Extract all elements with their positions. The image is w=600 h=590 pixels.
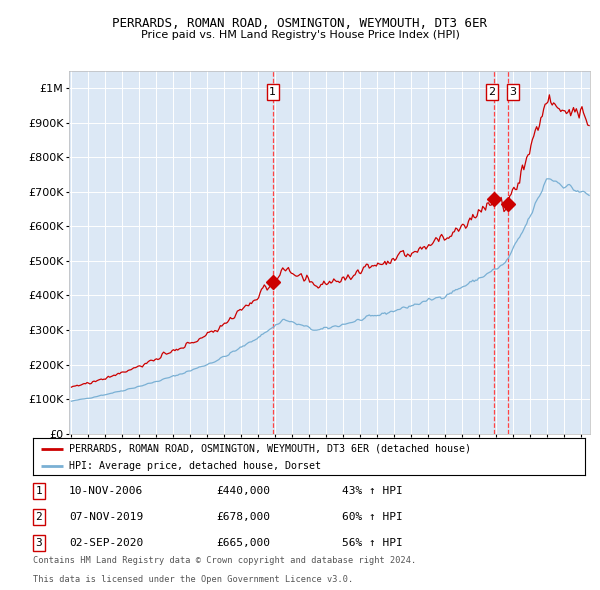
Text: £440,000: £440,000 [216,486,270,496]
Text: HPI: Average price, detached house, Dorset: HPI: Average price, detached house, Dors… [69,461,321,471]
Text: This data is licensed under the Open Government Licence v3.0.: This data is licensed under the Open Gov… [33,575,353,584]
Text: 43% ↑ HPI: 43% ↑ HPI [342,486,403,496]
Text: PERRARDS, ROMAN ROAD, OSMINGTON, WEYMOUTH, DT3 6ER (detached house): PERRARDS, ROMAN ROAD, OSMINGTON, WEYMOUT… [69,444,471,454]
Text: 2: 2 [488,87,496,97]
Text: 3: 3 [35,538,43,548]
Text: 2: 2 [35,512,43,522]
Text: PERRARDS, ROMAN ROAD, OSMINGTON, WEYMOUTH, DT3 6ER: PERRARDS, ROMAN ROAD, OSMINGTON, WEYMOUT… [113,17,487,30]
Text: 10-NOV-2006: 10-NOV-2006 [69,486,143,496]
Text: £678,000: £678,000 [216,512,270,522]
Text: 60% ↑ HPI: 60% ↑ HPI [342,512,403,522]
Text: £665,000: £665,000 [216,538,270,548]
Text: Price paid vs. HM Land Registry's House Price Index (HPI): Price paid vs. HM Land Registry's House … [140,30,460,40]
Text: 02-SEP-2020: 02-SEP-2020 [69,538,143,548]
Text: 07-NOV-2019: 07-NOV-2019 [69,512,143,522]
Text: Contains HM Land Registry data © Crown copyright and database right 2024.: Contains HM Land Registry data © Crown c… [33,556,416,565]
Text: 1: 1 [35,486,43,496]
Text: 56% ↑ HPI: 56% ↑ HPI [342,538,403,548]
Text: 3: 3 [509,87,517,97]
Text: 1: 1 [269,87,277,97]
